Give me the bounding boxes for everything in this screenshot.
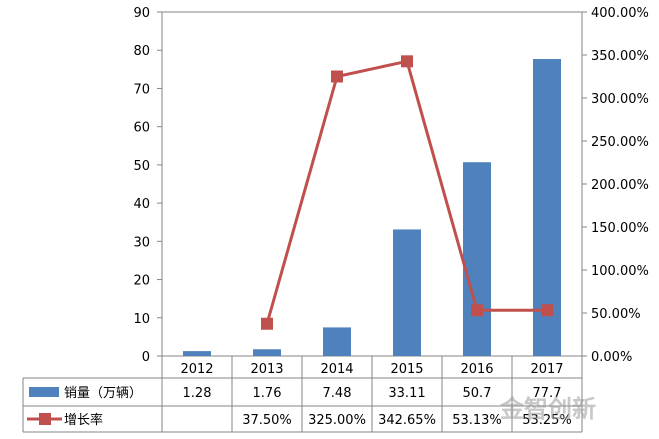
bar-2012	[183, 351, 211, 356]
left-axis-tick-label: 90	[133, 6, 150, 21]
category-label: 2016	[460, 362, 493, 377]
line-series	[261, 55, 553, 330]
bar-2015	[393, 229, 421, 356]
right-axis-tick-label: 350.00%	[591, 49, 649, 64]
table-cell-value: 37.50%	[242, 413, 292, 428]
right-axis-tick-label: 300.00%	[591, 92, 649, 107]
table-cell-value: 33.11	[388, 386, 425, 401]
table-cell-value: 1.28	[183, 386, 212, 401]
growth-rate-marker-2013	[261, 317, 273, 330]
right-axis-tick-label: 0.00%	[591, 350, 632, 365]
left-axis-tick-label: 50	[133, 159, 150, 174]
category-label: 2013	[250, 362, 283, 377]
table-cell-value: 53.25%	[522, 413, 572, 428]
category-label: 2015	[390, 362, 423, 377]
table-cell-value: 7.48	[323, 386, 352, 401]
growth-rate-marker-2015	[401, 55, 413, 68]
table-cell-value: 325.00%	[308, 413, 366, 428]
table-cell-value: 1.76	[253, 386, 282, 401]
right-axis-tick-label: 400.00%	[591, 6, 649, 21]
right-axis-tick-label: 250.00%	[591, 135, 649, 150]
legend-marker-swatch	[39, 413, 51, 425]
category-label: 2014	[320, 362, 353, 377]
table-cell-value: 342.65%	[378, 413, 436, 428]
legend-label: 增长率	[64, 412, 103, 428]
bar-2013	[253, 349, 281, 356]
bar-2016	[463, 162, 491, 356]
right-axis-tick-label: 200.00%	[591, 178, 649, 193]
right-axis-tick-label: 100.00%	[591, 264, 649, 279]
left-axis-tick-label: 0	[142, 350, 150, 365]
table-cell-value: 53.13%	[452, 413, 502, 428]
left-axis-tick-label: 70	[133, 82, 150, 97]
category-label: 2017	[530, 362, 563, 377]
legend-label: 销量（万辆）	[64, 386, 142, 401]
table-cell-value: 50.7	[463, 386, 492, 401]
growth-rate-marker-2014	[331, 70, 343, 83]
right-axis-tick-label: 150.00%	[591, 221, 649, 236]
category-label: 2012	[180, 362, 213, 377]
plot-area-frame	[161, 11, 583, 357]
watermark: 金智创新	[499, 395, 596, 423]
left-axis-tick-label: 40	[133, 197, 150, 212]
legend-bar-swatch	[29, 387, 59, 397]
right-axis-tick-label: 50.00%	[591, 307, 641, 322]
bar-2014	[323, 327, 351, 356]
left-axis-tick-label: 30	[133, 235, 150, 250]
growth-rate-marker-2016	[471, 304, 483, 317]
left-axis-tick-label: 20	[133, 274, 150, 289]
left-axis-tick-label: 10	[133, 312, 150, 327]
left-axis-tick-label: 80	[133, 44, 150, 59]
chart-axes: 0 10 20 30 40 50 60 70 80 90 0.00% 50.00% 100.00% 150…	[133, 6, 648, 365]
growth-rate-marker-2017	[541, 304, 553, 317]
left-axis-tick-label: 60	[133, 121, 150, 136]
data-table: 2012 2013 2014 2015 2016 2017 销量（万辆） 1.28 1.76 7.…	[22, 356, 583, 433]
table-cell-value: 77.7	[533, 386, 562, 401]
